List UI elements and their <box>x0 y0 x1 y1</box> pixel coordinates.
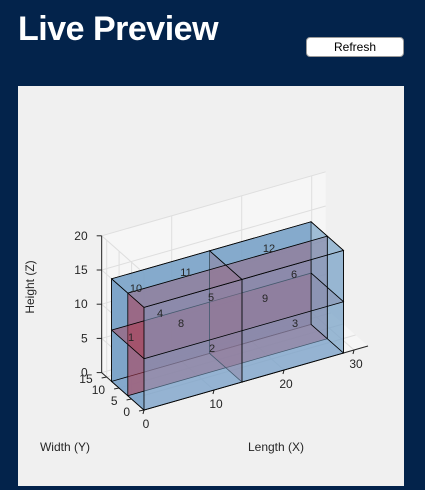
x-tick-mark <box>282 369 285 375</box>
refresh-button[interactable]: Refresh <box>306 37 404 57</box>
box-number-label: 6 <box>291 269 297 281</box>
x-tick-label: 20 <box>279 377 293 391</box>
box-number-label: 3 <box>292 318 298 330</box>
y-tick-mark <box>101 376 107 379</box>
z-tick-label: 10 <box>74 297 88 311</box>
z-tick-label: 0 <box>81 366 88 380</box>
box-number-label: 9 <box>262 293 268 305</box>
box-number-label: 1 <box>128 332 134 344</box>
x-tick-label: 0 <box>143 417 150 431</box>
z-tick-label: 15 <box>74 263 88 277</box>
z-tick-label: 20 <box>74 229 88 243</box>
x-tick-mark <box>352 349 355 355</box>
box-number-label: 11 <box>180 267 191 279</box>
z-axis-label: Height (Z) <box>23 260 37 313</box>
x-tick-mark <box>212 389 215 395</box>
y-axis-label: Width (Y) <box>40 440 90 454</box>
x-tick-label: 10 <box>209 397 223 411</box>
y-tick-label: 10 <box>92 383 106 397</box>
box-number-label: 10 <box>130 283 142 295</box>
page-title: Live Preview <box>18 10 219 48</box>
edge-line <box>127 235 328 294</box>
y-tick-label: 5 <box>111 394 118 408</box>
x-tick-mark <box>142 409 145 415</box>
z-tick-label: 5 <box>81 331 88 345</box>
box-number-label: 12 <box>263 243 275 255</box>
x-axis-label: Length (X) <box>248 440 304 454</box>
box-number-label: 2 <box>209 343 215 355</box>
box-number-label: 8 <box>178 318 184 330</box>
y-tick-label: 15 <box>79 372 93 386</box>
edge-line <box>310 272 344 302</box>
y-tick-mark <box>138 409 145 412</box>
plot-panel[interactable]: 0 10 20 30 0 5 10 15 0 5 10 15 20 Length (X) Width (Y)… <box>18 86 404 486</box>
box-number-label: 5 <box>208 292 214 304</box>
edge-line <box>143 301 344 360</box>
x-tick-label: 30 <box>349 357 363 371</box>
y-tick-mark <box>114 387 120 390</box>
y-tick-label: 0 <box>123 405 130 419</box>
y-tick-mark <box>126 398 132 401</box>
box-number-label: 4 <box>157 308 163 320</box>
